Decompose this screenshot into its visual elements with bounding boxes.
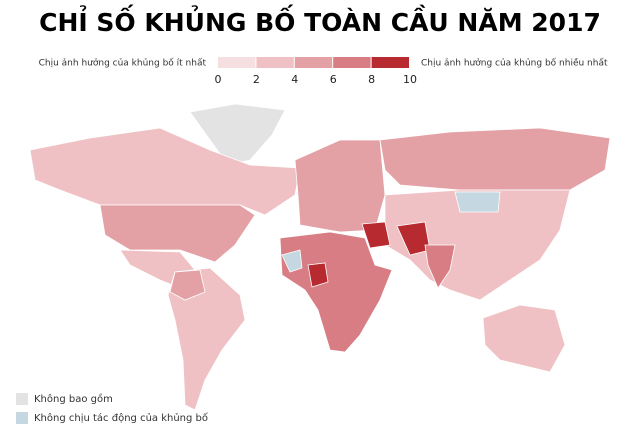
canada [29, 127, 301, 216]
greenland [189, 103, 286, 166]
europe [294, 139, 386, 233]
usa [99, 204, 256, 263]
legend-label: Không chịu tác động của khủng bố [34, 412, 208, 424]
russia [379, 127, 611, 191]
scale-tick-label: 6 [330, 73, 337, 86]
high-label: Chịu ảnh hưởng của khủng bố nhiều nhất [421, 58, 608, 69]
scale-segment [256, 57, 294, 68]
legend-swatch [16, 412, 28, 424]
title: CHỈ SỐ KHỦNG BỐ TOÀN CẦU NĂM 2017 [39, 4, 601, 37]
iraq-syria [361, 221, 391, 249]
scale-segment [333, 57, 371, 68]
scale-tick-label: 2 [253, 73, 260, 86]
south-america [167, 267, 246, 411]
legend-swatch [16, 393, 28, 405]
scale-tick-label: 4 [291, 73, 298, 86]
colombia [169, 269, 206, 301]
africa [279, 231, 393, 353]
scale-tick-label: 8 [368, 73, 375, 86]
india [424, 244, 456, 289]
nigeria [307, 262, 329, 288]
scale-tick-label: 0 [215, 73, 222, 86]
low-label: Chịu ảnh hưởng của khủng bố ít nhất [39, 58, 207, 69]
scale-segment [218, 57, 256, 68]
mongolia [454, 191, 501, 213]
scale-segment [294, 57, 333, 68]
scale-tick-label: 10 [403, 73, 417, 86]
legend-label: Không bao gồm [34, 393, 113, 405]
scale-segment [371, 57, 409, 68]
world-map [29, 103, 611, 411]
africa-west [281, 249, 303, 273]
australia [482, 304, 566, 373]
